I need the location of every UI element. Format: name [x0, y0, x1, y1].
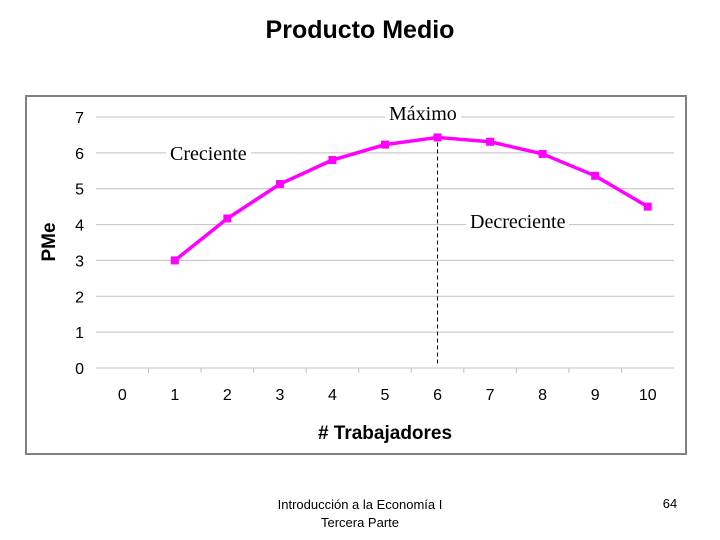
x-axis: [96, 367, 674, 373]
y-tick-label: 7: [75, 110, 84, 127]
annotation-creciente: Creciente: [166, 142, 251, 166]
y-tick-label: 2: [75, 289, 84, 306]
x-tick-label: 2: [223, 387, 232, 404]
data-point: [275, 180, 284, 189]
annotation-maximo: Máximo: [385, 102, 461, 126]
data-point: [643, 202, 652, 211]
page-number: 64: [662, 496, 678, 511]
x-tick-label: 8: [538, 387, 547, 404]
y-tick-label: 4: [75, 218, 84, 235]
data-point: [223, 214, 232, 223]
data-point: [328, 156, 337, 165]
x-tick-label: 1: [170, 387, 179, 404]
y-tick-label: 5: [75, 182, 84, 199]
footer-line-1: Introducción a la Economía I: [277, 497, 443, 512]
series-pme: [170, 133, 652, 265]
x-tick-label: 5: [381, 387, 390, 404]
x-tick-label: 0: [118, 387, 127, 404]
series-line: [173, 135, 649, 262]
chart-frame: [25, 95, 687, 455]
footer-line-2: Tercera Parte: [320, 515, 400, 530]
x-tick-label: 9: [591, 387, 600, 404]
data-point: [433, 133, 442, 142]
y-tick-label: 0: [75, 361, 84, 378]
y-tick-label: 1: [75, 325, 84, 342]
y-tick-labels: 0 1 2 3 4 5 6 7: [75, 110, 84, 378]
x-tick-label: 6: [433, 387, 442, 404]
x-tick-label: 7: [486, 387, 495, 404]
data-point: [591, 171, 600, 180]
y-axis-label: PMe: [39, 222, 60, 261]
slide-footer: Introducción a la Economía I Tercera Par…: [240, 496, 480, 532]
y-tick-label: 3: [75, 253, 84, 270]
x-tick-label: 4: [328, 387, 337, 404]
x-axis-label: # Trabajadores: [318, 423, 452, 444]
slide-title: Producto Medio: [265, 16, 455, 44]
annotation-decreciente: Decreciente: [466, 210, 570, 234]
data-point: [486, 137, 495, 146]
x-tick-labels: 0 1 2 3 4 5 6 7 8 9 10: [118, 387, 657, 404]
x-tick-label: 10: [639, 387, 657, 404]
data-point: [170, 256, 179, 265]
x-tick-label: 3: [275, 387, 284, 404]
data-point: [538, 149, 547, 158]
y-tick-label: 6: [75, 146, 84, 163]
data-point: [381, 140, 389, 149]
